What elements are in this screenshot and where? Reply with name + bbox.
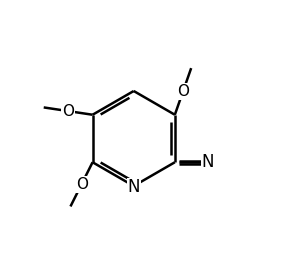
Text: O: O <box>177 84 189 99</box>
Text: N: N <box>128 178 140 196</box>
Text: N: N <box>202 153 214 171</box>
Text: O: O <box>62 104 74 119</box>
Text: O: O <box>76 177 88 192</box>
